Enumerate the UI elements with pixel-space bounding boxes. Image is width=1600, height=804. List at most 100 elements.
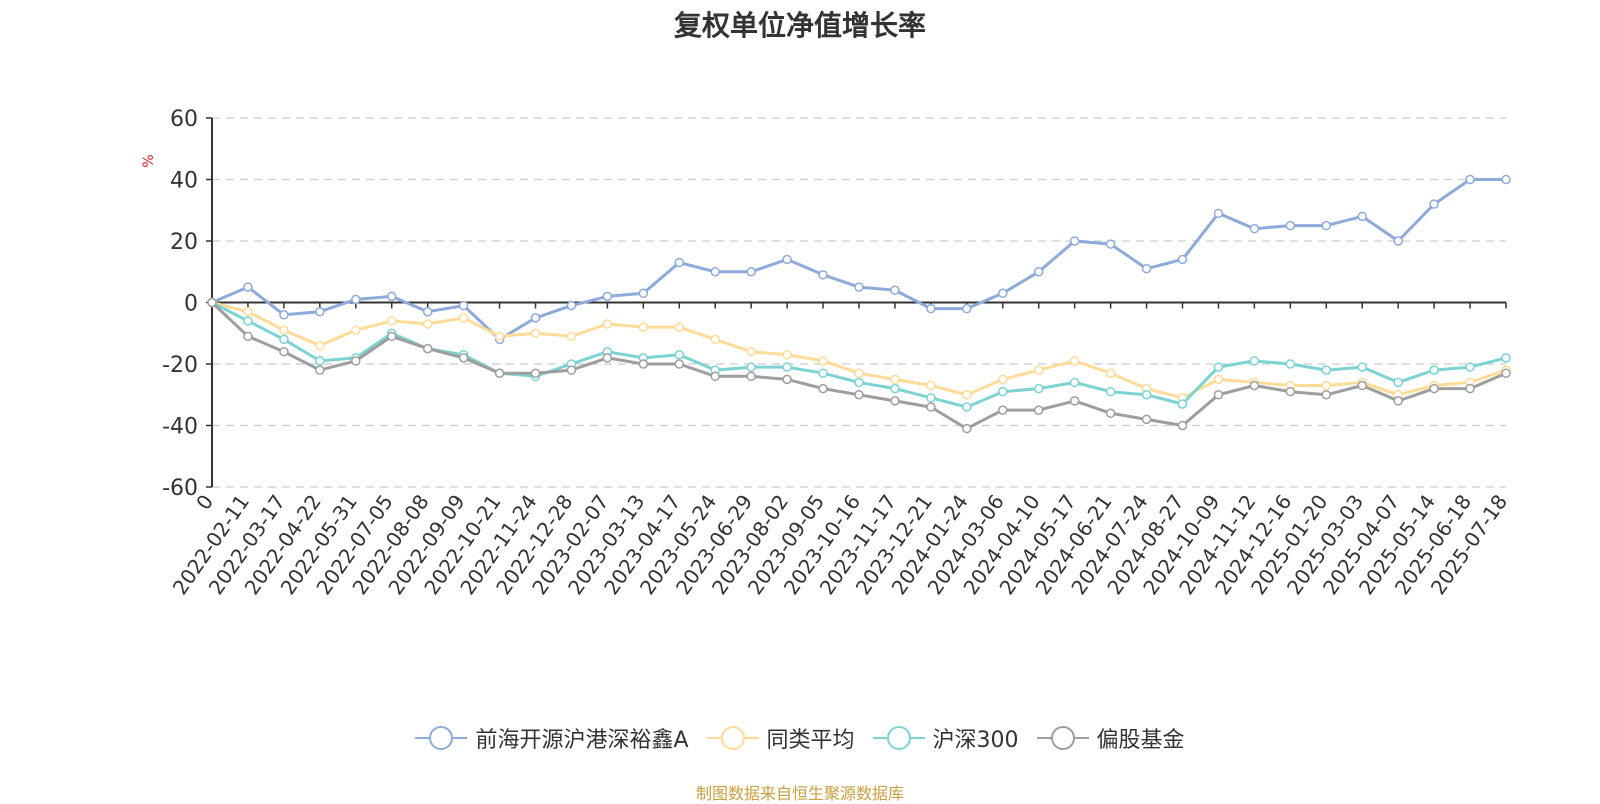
data-point[interactable]: [926, 303, 936, 314]
data-point[interactable]: [1321, 380, 1332, 391]
data-point[interactable]: [1177, 254, 1188, 265]
data-point[interactable]: [710, 267, 720, 277]
data-point[interactable]: [1105, 386, 1116, 397]
data-point[interactable]: [1213, 374, 1224, 385]
data-point[interactable]: [962, 390, 972, 400]
data-point[interactable]: [854, 377, 864, 388]
data-point[interactable]: [566, 365, 577, 375]
data-point[interactable]: [458, 353, 469, 363]
data-point[interactable]: [1357, 380, 1367, 391]
data-point[interactable]: [746, 346, 756, 357]
data-point[interactable]: [386, 316, 397, 326]
data-point[interactable]: [746, 267, 756, 277]
legend-item[interactable]: 偏股基金: [1036, 722, 1185, 754]
data-point[interactable]: [710, 334, 720, 345]
data-point[interactable]: [566, 331, 577, 342]
data-point[interactable]: [566, 300, 577, 311]
data-point[interactable]: [1393, 396, 1403, 406]
data-point[interactable]: [315, 306, 325, 317]
data-point[interactable]: [1321, 390, 1332, 400]
data-point[interactable]: [1213, 208, 1224, 219]
data-point[interactable]: [279, 310, 289, 320]
data-point[interactable]: [1105, 408, 1116, 418]
data-point[interactable]: [602, 319, 613, 329]
data-point[interactable]: [890, 285, 900, 295]
data-point[interactable]: [351, 294, 361, 305]
data-point[interactable]: [386, 291, 397, 302]
data-point[interactable]: [1141, 263, 1152, 274]
data-point[interactable]: [710, 371, 720, 382]
data-point[interactable]: [1033, 405, 1044, 415]
data-point[interactable]: [1285, 359, 1296, 369]
data-point[interactable]: [674, 359, 685, 369]
data-point[interactable]: [1357, 362, 1367, 372]
data-point[interactable]: [890, 383, 900, 394]
data-point[interactable]: [1141, 390, 1152, 400]
data-point[interactable]: [422, 319, 433, 329]
data-point[interactable]: [1321, 220, 1332, 231]
data-point[interactable]: [926, 393, 936, 403]
data-point[interactable]: [1465, 383, 1475, 394]
data-point[interactable]: [351, 356, 361, 366]
data-point[interactable]: [998, 374, 1008, 385]
data-point[interactable]: [243, 306, 253, 317]
data-point[interactable]: [1069, 236, 1080, 246]
data-point[interactable]: [854, 282, 864, 292]
legend-item[interactable]: 前海开源沪港深裕鑫A: [415, 722, 689, 754]
data-point[interactable]: [315, 340, 325, 351]
data-point[interactable]: [1501, 174, 1511, 185]
data-point[interactable]: [279, 346, 289, 357]
data-point[interactable]: [1501, 353, 1511, 363]
data-point[interactable]: [602, 291, 613, 302]
data-point[interactable]: [207, 297, 217, 308]
data-point[interactable]: [782, 362, 792, 372]
data-point[interactable]: [422, 306, 433, 317]
data-point[interactable]: [962, 303, 972, 314]
data-point[interactable]: [1249, 356, 1260, 366]
data-point[interactable]: [530, 368, 541, 378]
data-point[interactable]: [998, 386, 1008, 397]
data-point[interactable]: [638, 322, 649, 332]
data-point[interactable]: [1177, 399, 1188, 409]
data-point[interactable]: [854, 368, 864, 378]
data-point[interactable]: [1357, 211, 1367, 222]
data-point[interactable]: [782, 374, 792, 385]
data-point[interactable]: [1393, 377, 1403, 388]
data-point[interactable]: [1213, 390, 1224, 400]
data-point[interactable]: [1321, 365, 1332, 375]
data-point[interactable]: [818, 356, 828, 366]
data-point[interactable]: [998, 405, 1008, 415]
data-point[interactable]: [243, 316, 253, 326]
data-point[interactable]: [674, 257, 685, 268]
data-point[interactable]: [1429, 199, 1439, 209]
data-point[interactable]: [926, 380, 936, 391]
data-point[interactable]: [1249, 223, 1260, 234]
data-point[interactable]: [422, 343, 433, 354]
data-point[interactable]: [962, 423, 972, 434]
data-point[interactable]: [351, 325, 361, 335]
data-point[interactable]: [494, 331, 505, 342]
data-point[interactable]: [243, 282, 253, 292]
legend-item[interactable]: 同类平均: [706, 722, 855, 754]
data-point[interactable]: [1069, 377, 1080, 388]
data-point[interactable]: [782, 254, 792, 265]
data-point[interactable]: [1141, 414, 1152, 425]
data-point[interactable]: [998, 288, 1008, 299]
data-point[interactable]: [1465, 174, 1475, 185]
data-point[interactable]: [746, 362, 756, 372]
data-point[interactable]: [638, 359, 649, 369]
data-point[interactable]: [890, 374, 900, 385]
data-point[interactable]: [1177, 420, 1188, 431]
data-point[interactable]: [315, 365, 325, 375]
data-point[interactable]: [1429, 383, 1439, 394]
data-point[interactable]: [315, 356, 325, 366]
data-point[interactable]: [1105, 239, 1116, 249]
data-point[interactable]: [746, 371, 756, 382]
data-point[interactable]: [674, 350, 685, 360]
data-point[interactable]: [458, 300, 469, 311]
data-point[interactable]: [854, 390, 864, 400]
data-point[interactable]: [279, 325, 289, 335]
data-point[interactable]: [1249, 380, 1260, 391]
data-point[interactable]: [458, 313, 469, 323]
data-point[interactable]: [1285, 386, 1296, 397]
